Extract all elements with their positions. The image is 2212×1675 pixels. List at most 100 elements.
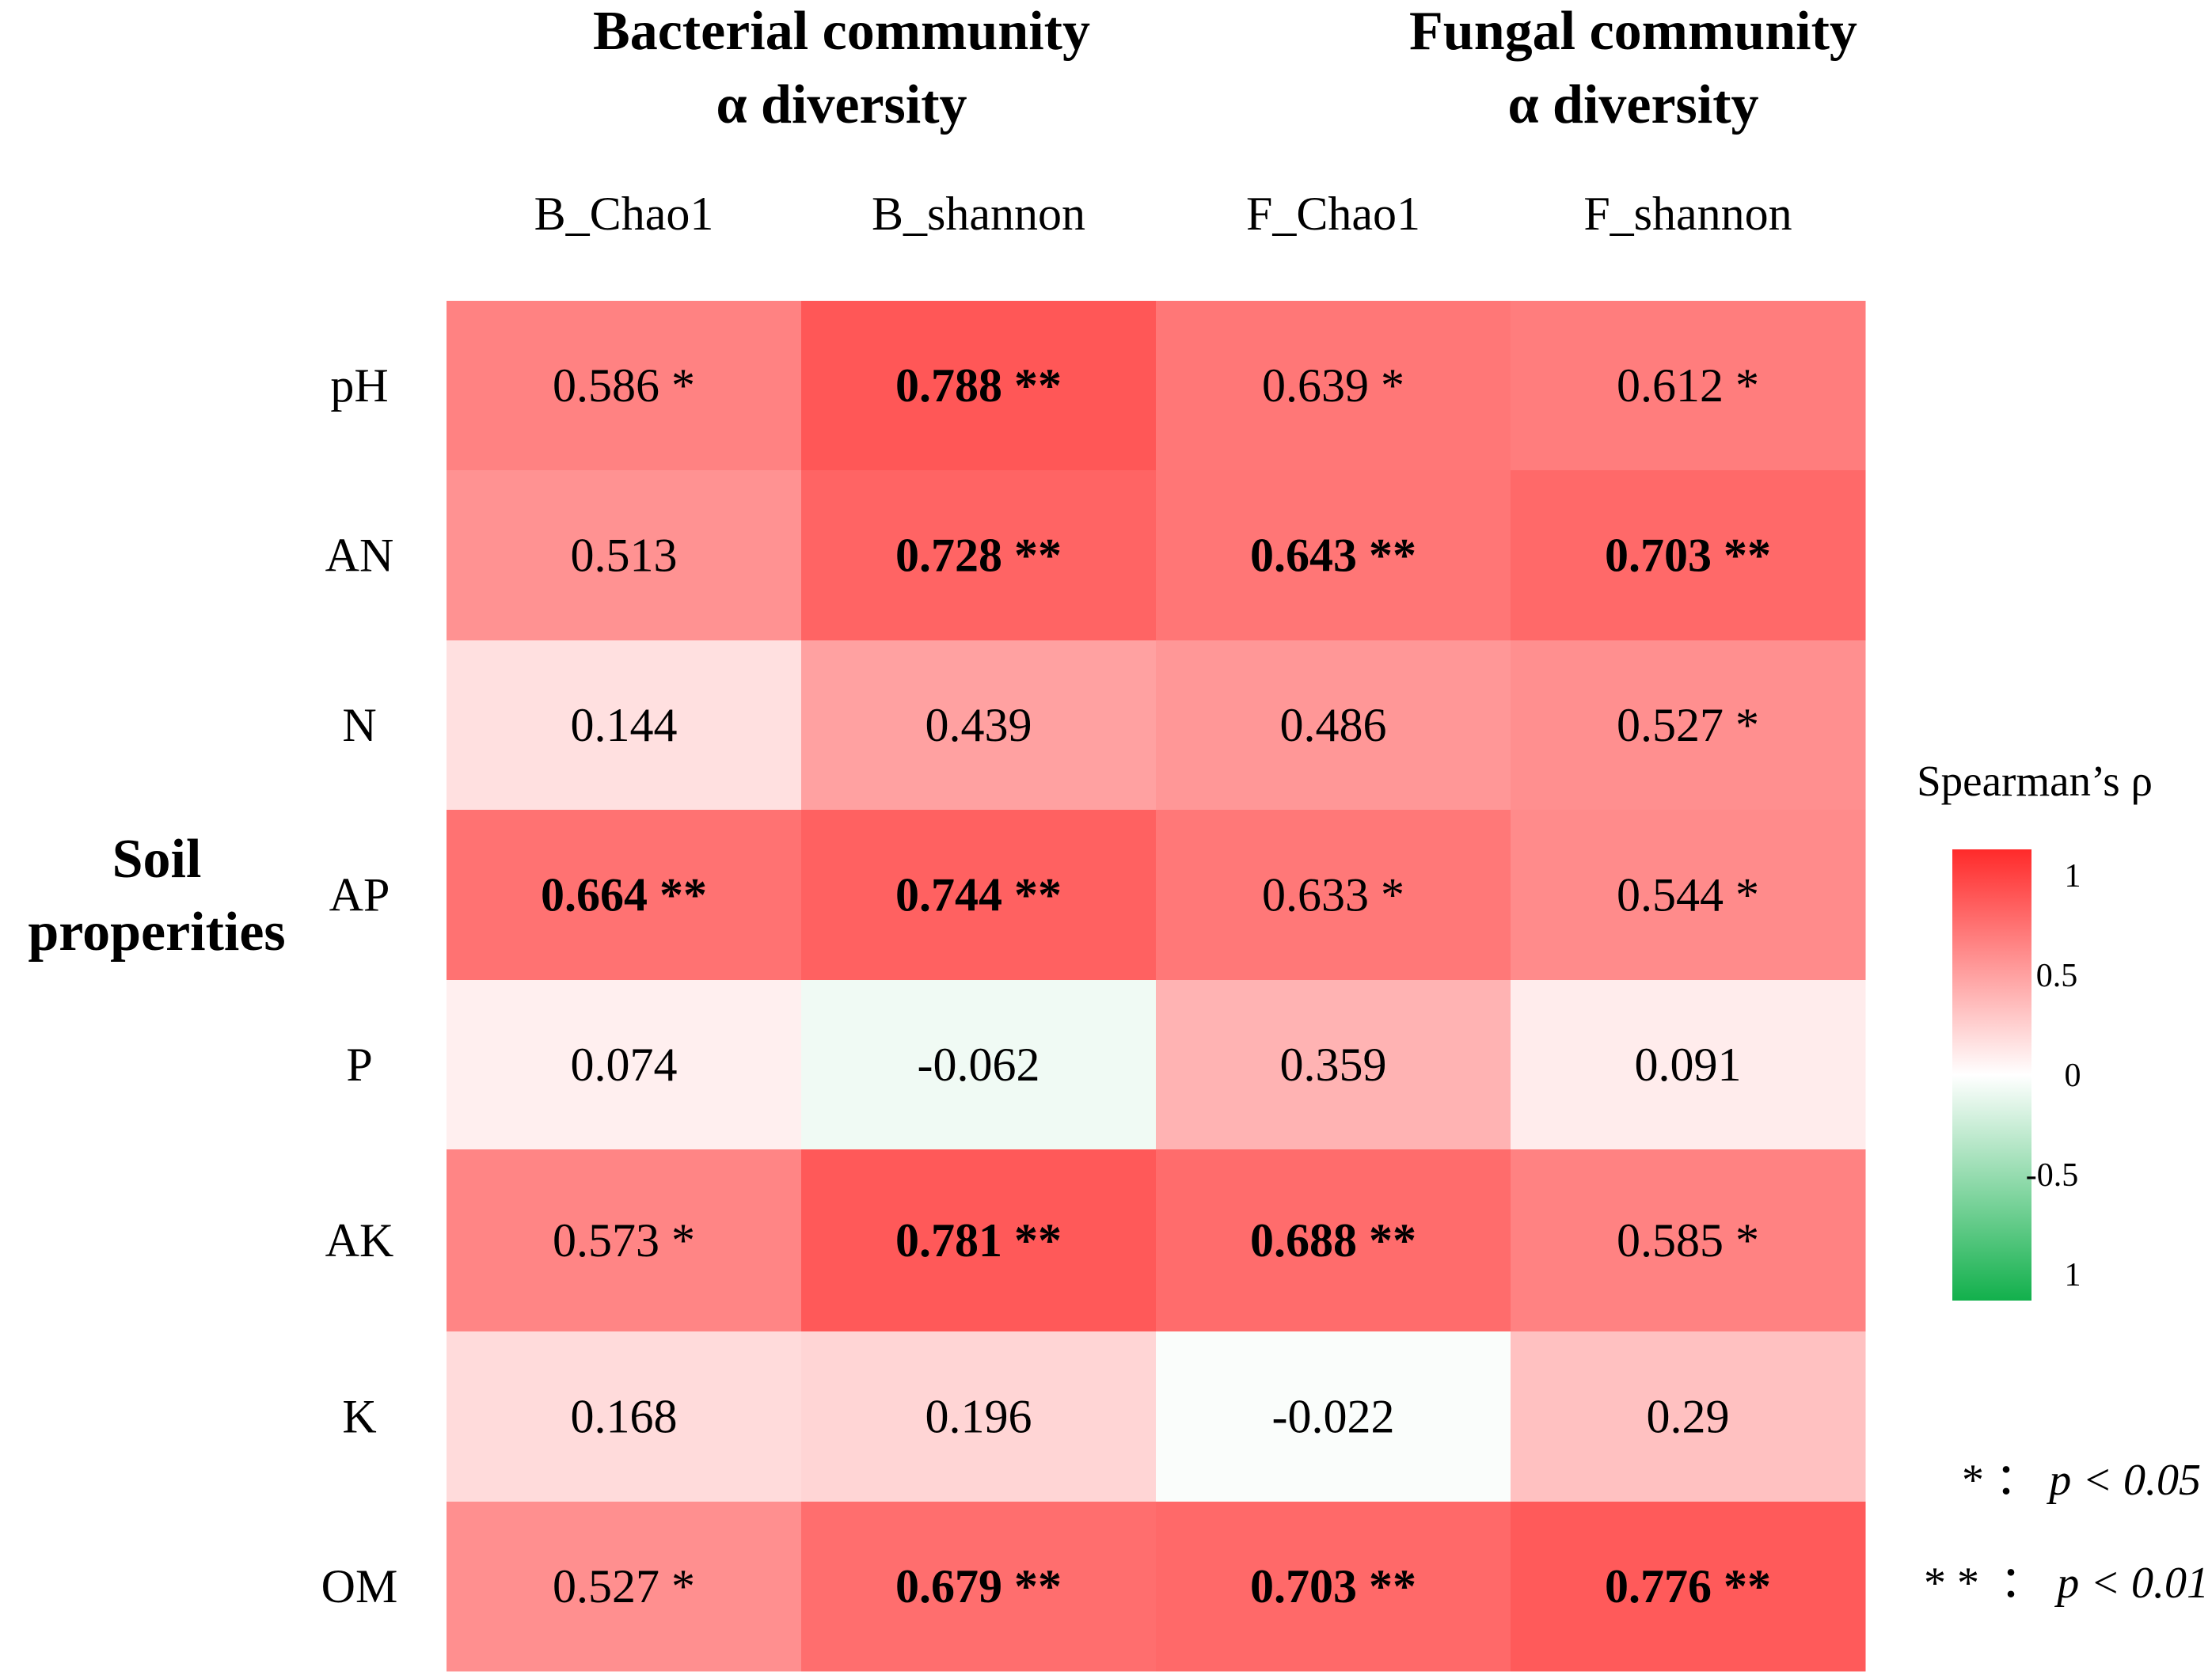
color-scale-bar: [1952, 849, 2031, 1301]
row-label-ap: AP: [329, 869, 390, 921]
heatmap-cell: [447, 640, 802, 811]
heatmap-cell: [1156, 980, 1511, 1150]
heatmap-cell: [801, 301, 1157, 471]
cell-value-label: 0.196: [925, 1391, 1032, 1443]
heatmap-cell: [1156, 640, 1511, 811]
heatmap-grid: 0.586 * 0.788 ** 0.639 * 0.612 * 0.513 0.728 …: [447, 301, 1866, 1672]
cell-value-label: 0.168: [571, 1391, 678, 1443]
heatmap-cell: [1156, 1502, 1511, 1672]
cell-value-label: 0.074: [571, 1039, 678, 1091]
heatmap-cell: [1511, 810, 1866, 981]
note-separator: ：: [1995, 1456, 2039, 1505]
cell-value-label: 0.679 **: [895, 1560, 1062, 1612]
note-text-p005: p < 0.05: [2046, 1456, 2201, 1505]
legend-tick-0-5: 0.5: [2036, 958, 2078, 994]
cell-value-label: 0.703 **: [1605, 530, 1771, 582]
heatmap-cell: [447, 470, 802, 641]
legend-tick-0: 0: [2065, 1058, 2081, 1094]
cell-value-label: 0.439: [925, 699, 1032, 751]
row-axis-title-line1: Soil: [112, 829, 202, 890]
heatmap-cell: [447, 301, 802, 471]
cell-value-label: 0.776 **: [1605, 1560, 1771, 1612]
legend-tick-neg-0-5: -0.5: [2026, 1157, 2079, 1194]
heatmap-cell: [1511, 470, 1866, 641]
column-label-b-shannon: B_shannon: [872, 188, 1085, 240]
column-label-f-chao1: F_Chao1: [1246, 188, 1420, 240]
cell-value-label: 0.639 *: [1262, 359, 1404, 412]
cell-value-label: 0.643 **: [1250, 530, 1416, 582]
row-label-k: K: [342, 1391, 376, 1443]
heatmap-cell: [1511, 1331, 1866, 1502]
cell-value-label: 0.573 *: [553, 1214, 695, 1267]
heatmap-cell: [447, 810, 802, 981]
cell-value-label: 0.728 **: [895, 530, 1062, 582]
row-label-n: N: [342, 699, 376, 751]
heatmap-cell: [801, 810, 1157, 981]
heatmap-cell: [801, 470, 1157, 641]
heatmap-cell: [801, 980, 1157, 1150]
cell-value-label: 0.527 *: [1617, 699, 1759, 751]
cell-value-label: 0.144: [571, 699, 678, 751]
heatmap-cell: [1511, 301, 1866, 471]
note-separator: ：: [2000, 1559, 2044, 1608]
row-label-om: OM: [321, 1560, 398, 1612]
cell-value-label: 0.744 **: [895, 869, 1062, 921]
note-text-p001: p < 0.01: [2054, 1559, 2209, 1608]
heatmap-cell: [801, 1502, 1157, 1672]
heatmap-cell: [1511, 640, 1866, 811]
cell-value-label: 0.703 **: [1250, 1560, 1416, 1612]
heatmap-cell: [1156, 301, 1511, 471]
note-symbol-double-star: * *: [1924, 1559, 1979, 1608]
heatmap-cell: [1156, 1149, 1511, 1332]
note-symbol-single-star: *: [1962, 1456, 1984, 1505]
heatmap-cell: [1511, 1149, 1866, 1332]
cell-value-label: 0.612 *: [1617, 359, 1759, 412]
cell-value-label: -0.062: [918, 1039, 1040, 1091]
cell-value-label: 0.091: [1635, 1039, 1742, 1091]
heatmap-cell: [801, 1149, 1157, 1332]
cell-value-label: -0.022: [1272, 1391, 1395, 1443]
cell-value-label: 0.544 *: [1617, 869, 1759, 921]
row-label-ph: pH: [330, 359, 388, 412]
cell-value-label: 0.585 *: [1617, 1214, 1759, 1267]
significance-note-p005: * ： p < 0.05: [1962, 1456, 2201, 1505]
row-label-an: AN: [325, 530, 394, 582]
heatmap-cell: [1156, 810, 1511, 981]
heatmap-cell: [1156, 470, 1511, 641]
group-title-fungal-line2: α diversity: [1507, 74, 1758, 135]
heatmap-cell: [801, 1331, 1157, 1502]
row-label-ak: AK: [325, 1214, 394, 1267]
cell-value-label: 0.586 *: [553, 359, 695, 412]
legend-tick-neg-1: 1: [2065, 1257, 2081, 1293]
legend-tick-1: 1: [2065, 858, 2081, 894]
cell-value-label: 0.359: [1280, 1039, 1387, 1091]
significance-note-p001: * * ： p < 0.01: [1924, 1559, 2209, 1608]
cell-value-label: 0.781 **: [895, 1214, 1062, 1267]
cell-value-label: 0.527 *: [553, 1560, 695, 1612]
heatmap-cell: [801, 640, 1157, 811]
group-title-fungal-line1: Fungal community: [1409, 1, 1857, 62]
heatmap-cell: [447, 1502, 802, 1672]
legend-title: Spearman’s ρ: [1917, 757, 2153, 805]
heatmap-cell: [1511, 980, 1866, 1150]
cell-value-label: 0.633 *: [1262, 869, 1404, 921]
cell-value-label: 0.688 **: [1250, 1214, 1416, 1267]
heatmap-cell: [447, 980, 802, 1150]
row-axis-title-line2: properities: [28, 902, 285, 963]
row-label-p: P: [346, 1039, 372, 1091]
column-label-f-shannon: F_shannon: [1583, 188, 1792, 240]
cell-value-label: 0.513: [571, 530, 678, 582]
heatmap-cell: [447, 1331, 802, 1502]
group-title-bacterial-line2: α diversity: [716, 74, 967, 135]
cell-value-label: 0.486: [1280, 699, 1387, 751]
heatmap-cell: [447, 1149, 802, 1332]
group-title-bacterial-line1: Bacterial community: [593, 1, 1090, 62]
cell-value-label: 0.664 **: [541, 869, 707, 921]
heatmap-cell: [1156, 1331, 1511, 1502]
cell-value-label: 0.788 **: [895, 359, 1062, 412]
column-label-b-chao1: B_Chao1: [534, 188, 714, 240]
cell-value-label: 0.29: [1647, 1391, 1730, 1443]
heatmap-cell: [1511, 1502, 1866, 1672]
